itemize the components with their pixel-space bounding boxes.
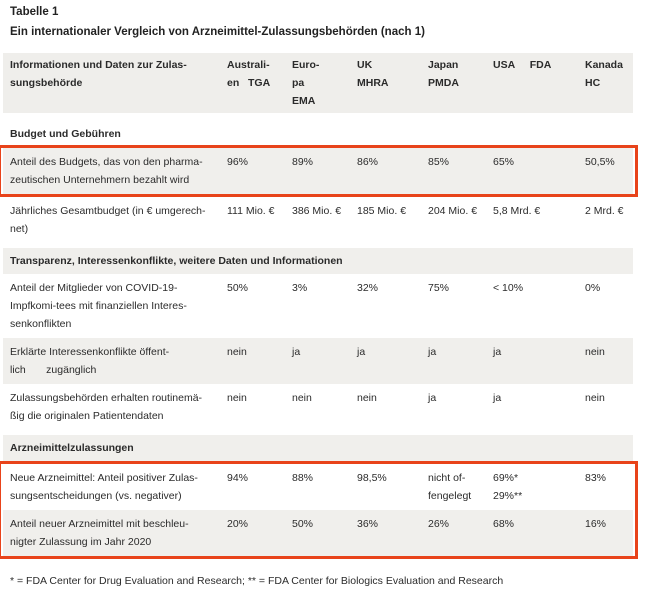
row-label: Anteil des Budgets, das von den pharma- …: [10, 156, 203, 186]
cell-value: ja: [428, 392, 437, 404]
column-header: Euro- pa EMA: [292, 59, 320, 107]
section-row: Arzneimittelzulassungen: [3, 435, 633, 461]
cell-value: 89%: [292, 156, 314, 168]
cell-value: 16%: [585, 518, 607, 530]
table-row: Anteil des Budgets, das von den pharma- …: [3, 148, 633, 194]
cell-value: 98,5%: [357, 472, 387, 484]
row-label: Erklärte Interessenkonflikte öffent- lic…: [10, 346, 170, 376]
cell-value: 50%: [227, 282, 249, 294]
table-row: Zulassungsbehörden erhalten routinemä- ß…: [3, 384, 633, 430]
cell-value: 36%: [357, 518, 379, 530]
column-header: UK MHRA: [357, 59, 389, 89]
table-row: Anteil der Mitglieder von COVID-19- Impf…: [3, 274, 633, 338]
column-header: Japan PMDA: [428, 59, 459, 89]
cell-value: ja: [493, 392, 502, 404]
cell-value: 204 Mio. €: [428, 205, 478, 217]
cell-value: 83%: [585, 472, 607, 484]
cell-value: 32%: [357, 282, 379, 294]
table-row: Neue Arzneimittel: Anteil positiver Zula…: [3, 464, 633, 510]
cell-value: ja: [292, 346, 301, 358]
row-label: Neue Arzneimittel: Anteil positiver Zula…: [10, 472, 198, 502]
header-label: Informationen und Daten zur Zulas- sungs…: [10, 59, 187, 89]
cell-value: 69%* 29%**: [493, 472, 523, 502]
section-row: Transparenz, Interessenkonflikte, weiter…: [3, 248, 633, 274]
highlight-box: Neue Arzneimittel: Anteil positiver Zula…: [0, 461, 638, 559]
highlight-box: Anteil des Budgets, das von den pharma- …: [0, 145, 638, 197]
row-label: Jährliches Gesamtbudget (in € umgerech- …: [10, 205, 206, 235]
cell-value: 85%: [428, 156, 450, 168]
cell-value: 94%: [227, 472, 249, 484]
column-header: USA FDA: [493, 59, 552, 71]
cell-value: 20%: [227, 518, 249, 530]
cell-value: 50%: [292, 518, 314, 530]
footnote: * = FDA Center for Drug Evaluation and R…: [10, 575, 504, 587]
cell-value: 65%: [493, 156, 515, 168]
section-label: Arzneimittelzulassungen: [10, 442, 134, 454]
cell-value: 111 Mio. €: [227, 205, 275, 217]
cell-value: nein: [585, 392, 605, 404]
cell-value: 96%: [227, 156, 249, 168]
cell-value: < 10%: [493, 282, 524, 294]
cell-value: 50,5%: [585, 156, 615, 168]
cell-value: nein: [292, 392, 312, 404]
cell-value: ja: [493, 346, 502, 358]
cell-value: nein: [227, 346, 247, 358]
section-label: Budget und Gebühren: [10, 128, 121, 140]
cell-value: 185 Mio. €: [357, 205, 407, 217]
cell-value: nicht of- fengelegt: [428, 472, 472, 502]
row-label: Anteil neuer Arzneimittel mit beschleu- …: [10, 518, 189, 548]
row-label: Anteil der Mitglieder von COVID-19- Impf…: [10, 282, 187, 330]
page-title: Tabelle 1: [10, 6, 59, 18]
column-header: Kanada HC: [585, 59, 623, 89]
section-row: Budget und Gebühren: [3, 113, 633, 145]
table-row: Jährliches Gesamtbudget (in € umgerech- …: [3, 197, 633, 243]
section-label: Transparenz, Interessenkonflikte, weiter…: [10, 255, 343, 267]
cell-value: nein: [585, 346, 605, 358]
page-subtitle: Ein internationaler Vergleich von Arznei…: [10, 26, 425, 38]
cell-value: ja: [428, 346, 437, 358]
cell-value: 2 Mrd. €: [585, 205, 624, 217]
cell-value: 0%: [585, 282, 601, 294]
cell-value: 68%: [493, 518, 515, 530]
column-header: Australi- en TGA: [227, 59, 271, 89]
table-row: Erklärte Interessenkonflikte öffent- lic…: [3, 338, 633, 384]
cell-value: nein: [357, 392, 377, 404]
cell-value: ja: [357, 346, 366, 358]
cell-value: 88%: [292, 472, 314, 484]
cell-value: 26%: [428, 518, 450, 530]
cell-value: 86%: [357, 156, 379, 168]
cell-value: 75%: [428, 282, 450, 294]
cell-value: 386 Mio. €: [292, 205, 342, 217]
comparison-table: Informationen und Daten zur Zulas- sungs…: [0, 53, 638, 559]
table-header-row: Informationen und Daten zur Zulas- sungs…: [3, 53, 633, 113]
table-row: Anteil neuer Arzneimittel mit beschleu- …: [3, 510, 633, 556]
cell-value: nein: [227, 392, 247, 404]
cell-value: 3%: [292, 282, 308, 294]
cell-value: 5,8 Mrd. €: [493, 205, 541, 217]
row-label: Zulassungsbehörden erhalten routinemä- ß…: [10, 392, 203, 422]
